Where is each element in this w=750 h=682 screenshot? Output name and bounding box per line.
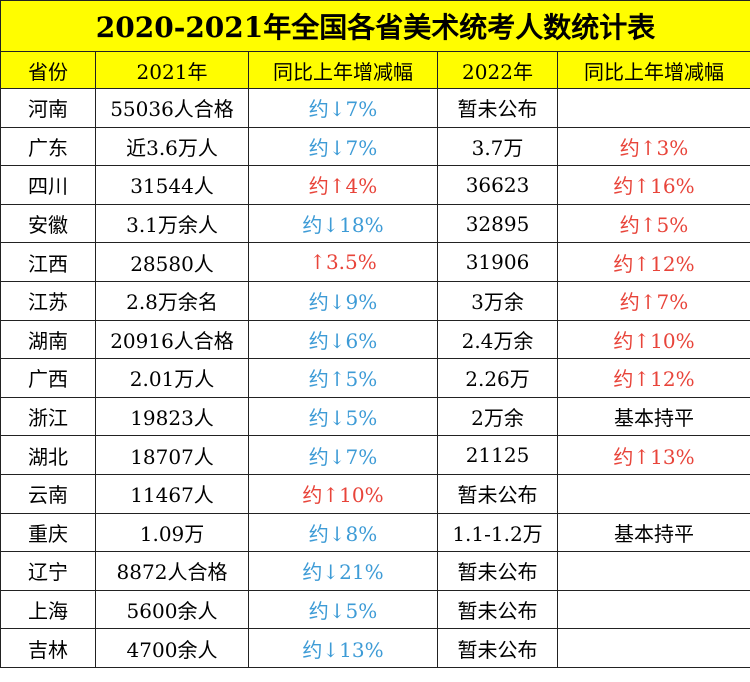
data-row: 安徽 3.1万余人 约↓18% 32895 约↑5% [0, 203, 750, 244]
count-2021-cell: 1.09万 [95, 512, 249, 553]
header-cell: 同比上年增减幅 [248, 51, 438, 89]
empty-cell [556, 628, 750, 668]
province-cell: 重庆 [0, 512, 96, 553]
count-2021-cell: 20916人合格 [95, 319, 249, 360]
data-row: 四川 31544人 约↑4% 36623 约↑16% [0, 165, 750, 205]
count-2021-cell: 8872人合格 [95, 551, 249, 591]
change-2022-cell: 基本持平 [556, 512, 750, 553]
count-2022-cell: 36623 [437, 165, 558, 205]
change-2021-cell: 约↑5% [248, 358, 438, 398]
header-cell: 2022年 [437, 51, 558, 89]
count-2021-cell: 55036人合格 [95, 88, 249, 128]
change-2021-cell: 约↑10% [248, 473, 438, 514]
province-cell: 上海 [0, 589, 96, 630]
count-2021-cell: 2.01万人 [95, 358, 249, 398]
province-cell: 辽宁 [0, 551, 96, 591]
province-cell: 湖北 [0, 435, 96, 475]
count-2021-cell: 3.1万余人 [95, 203, 249, 244]
change-2022-cell: 基本持平 [556, 396, 750, 437]
change-2021-cell: 约↓5% [248, 396, 438, 437]
count-2022-cell: 3.7万 [437, 126, 558, 167]
count-2022-cell: 暂未公布 [437, 88, 558, 128]
change-2021-cell: 约↓8% [248, 512, 438, 553]
table-title: 2020-2021年全国各省美术统考人数统计表 [0, 0, 750, 52]
count-2022-cell: 32895 [437, 203, 558, 244]
change-2021-cell: 约↓5% [248, 589, 438, 630]
data-row: 云南 11467人 约↑10% 暂未公布 [0, 473, 750, 514]
data-row: 辽宁 8872人合格 约↓21% 暂未公布 [0, 551, 750, 591]
empty-cell [556, 589, 750, 630]
empty-cell [556, 88, 750, 128]
count-2022-cell: 3万余 [437, 280, 558, 321]
header-cell: 2021年 [95, 51, 249, 89]
province-cell: 安徽 [0, 203, 96, 244]
count-2022-cell: 2.4万余 [437, 319, 558, 360]
count-2022-cell: 暂未公布 [437, 551, 558, 591]
count-2022-cell: 暂未公布 [437, 628, 558, 668]
data-row: 上海 5600余人 约↓5% 暂未公布 [0, 589, 750, 630]
data-row: 广东 近3.6万人 约↓7% 3.7万 约↑3% [0, 126, 750, 167]
data-row: 湖北 18707人 约↓7% 21125 约↑13% [0, 435, 750, 475]
data-row: 重庆 1.09万 约↓8% 1.1-1.2万 基本持平 [0, 512, 750, 553]
change-2021-cell: 约↓6% [248, 319, 438, 360]
count-2021-cell: 5600余人 [95, 589, 249, 630]
data-row: 湖南 20916人合格 约↓6% 2.4万余 约↑10% [0, 319, 750, 360]
header-cell: 同比上年增减幅 [556, 51, 750, 89]
change-2021-cell: 约↓7% [248, 435, 438, 475]
change-2021-cell: ↑3.5% [248, 242, 438, 282]
count-2021-cell: 2.8万余名 [95, 280, 249, 321]
change-2022-cell: 约↑12% [556, 358, 750, 398]
count-2021-cell: 近3.6万人 [95, 126, 249, 167]
empty-cell [556, 473, 750, 514]
count-2022-cell: 2.26万 [437, 358, 558, 398]
change-2021-cell: 约↓21% [248, 551, 438, 591]
province-cell: 河南 [0, 88, 96, 128]
count-2022-cell: 暂未公布 [437, 473, 558, 514]
province-cell: 浙江 [0, 396, 96, 437]
province-cell: 江苏 [0, 280, 96, 321]
province-cell: 四川 [0, 165, 96, 205]
empty-cell [556, 551, 750, 591]
count-2021-cell: 18707人 [95, 435, 249, 475]
change-2022-cell: 约↑13% [556, 435, 750, 475]
count-2021-cell: 4700余人 [95, 628, 249, 668]
change-2022-cell: 约↑10% [556, 319, 750, 360]
province-cell: 广东 [0, 126, 96, 167]
count-2021-cell: 28580人 [95, 242, 249, 282]
count-2021-cell: 31544人 [95, 165, 249, 205]
change-2021-cell: 约↑4% [248, 165, 438, 205]
province-cell: 江西 [0, 242, 96, 282]
province-cell: 湖南 [0, 319, 96, 360]
stats-table: 2020-2021年全国各省美术统考人数统计表 省份 2021年 同比上年增减幅 20… [0, 0, 750, 668]
change-2021-cell: 约↓7% [248, 126, 438, 167]
change-2022-cell: 约↑7% [556, 280, 750, 321]
count-2022-cell: 31906 [437, 242, 558, 282]
count-2022-cell: 2万余 [437, 396, 558, 437]
data-row: 江苏 2.8万余名 约↓9% 3万余 约↑7% [0, 280, 750, 321]
data-row: 广西 2.01万人 约↑5% 2.26万 约↑12% [0, 358, 750, 398]
province-cell: 广西 [0, 358, 96, 398]
data-row: 河南 55036人合格 约↓7% 暂未公布 [0, 88, 750, 128]
count-2022-cell: 1.1-1.2万 [437, 512, 558, 553]
change-2021-cell: 约↓18% [248, 203, 438, 244]
title-row: 2020-2021年全国各省美术统考人数统计表 [0, 0, 750, 52]
data-row: 江西 28580人 ↑3.5% 31906 约↑12% [0, 242, 750, 282]
change-2022-cell: 约↑3% [556, 126, 750, 167]
change-2021-cell: 约↓9% [248, 280, 438, 321]
data-row: 吉林 4700余人 约↓13% 暂未公布 [0, 628, 750, 668]
count-2021-cell: 19823人 [95, 396, 249, 437]
province-cell: 吉林 [0, 628, 96, 668]
data-row: 浙江 19823人 约↓5% 2万余 基本持平 [0, 396, 750, 437]
province-cell: 云南 [0, 473, 96, 514]
change-2022-cell: 约↑16% [556, 165, 750, 205]
count-2022-cell: 21125 [437, 435, 558, 475]
header-cell: 省份 [0, 51, 96, 89]
count-2021-cell: 11467人 [95, 473, 249, 514]
header-row: 省份 2021年 同比上年增减幅 2022年 同比上年增减幅 [0, 51, 750, 89]
change-2022-cell: 约↑5% [556, 203, 750, 244]
change-2021-cell: 约↓7% [248, 88, 438, 128]
change-2021-cell: 约↓13% [248, 628, 438, 668]
change-2022-cell: 约↑12% [556, 242, 750, 282]
count-2022-cell: 暂未公布 [437, 589, 558, 630]
